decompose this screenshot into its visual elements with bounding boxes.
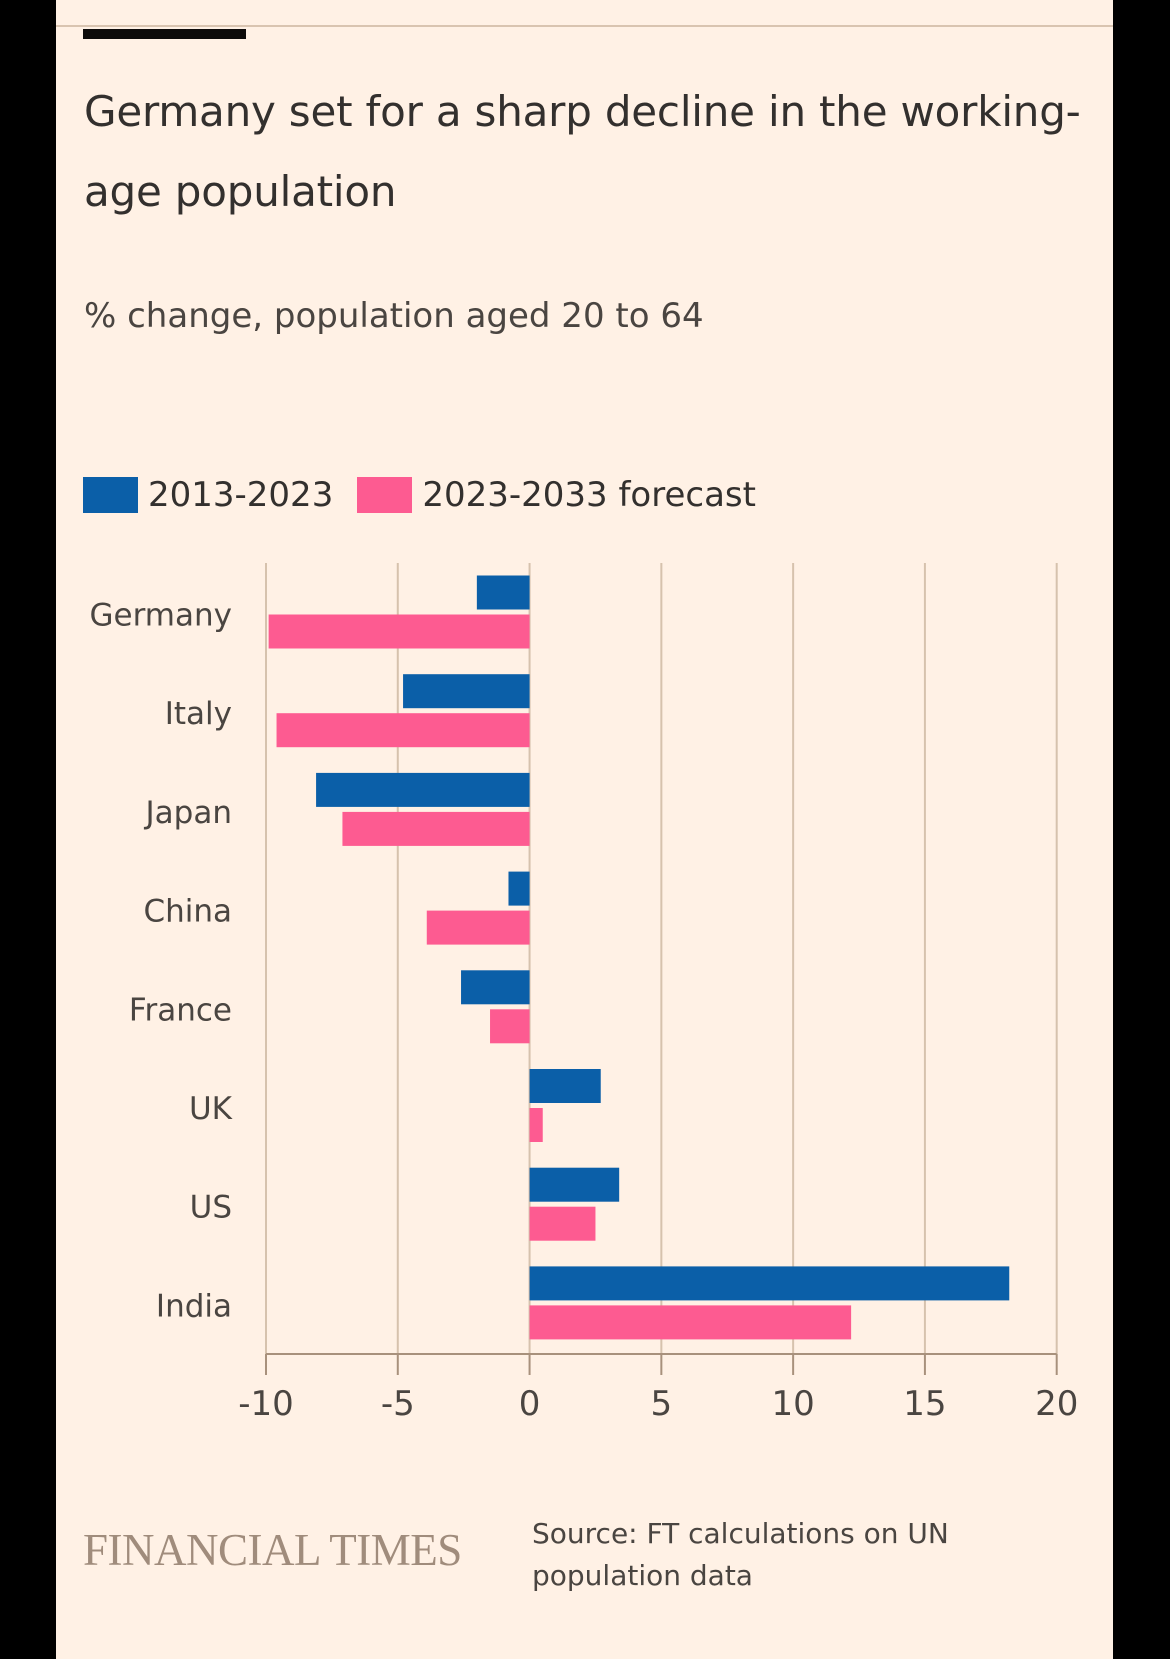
category-label: Japan xyxy=(144,795,232,831)
x-tick-label: 15 xyxy=(903,1384,946,1424)
bar-uk-2013-2023 xyxy=(529,1069,601,1103)
bar-india-2013-2023 xyxy=(529,1266,1010,1301)
category-label: France xyxy=(129,992,232,1028)
x-tick-label: 10 xyxy=(772,1384,815,1424)
x-tick-label: 20 xyxy=(1035,1384,1078,1424)
category-labels: Germany Italy Japan China France UK US India xyxy=(90,598,233,1325)
x-tick-label: 0 xyxy=(519,1384,541,1424)
top-rule xyxy=(56,25,1113,27)
x-tick-label: -10 xyxy=(238,1384,294,1424)
category-label: India xyxy=(156,1288,232,1324)
legend-item-forecast: 2023-2033 forecast xyxy=(357,475,756,515)
category-label: Italy xyxy=(165,696,232,732)
legend-swatch-pink xyxy=(357,477,413,513)
bar-us-2013-2023 xyxy=(529,1167,620,1202)
category-label: Germany xyxy=(90,598,232,634)
bar-india-forecast xyxy=(529,1305,852,1340)
legend-item-2013-2023: 2013-2023 xyxy=(83,475,333,515)
bar-china-forecast xyxy=(426,910,530,945)
chart-title: Germany set for a sharp decline in the w… xyxy=(84,87,1081,216)
bar-france-2013-2023 xyxy=(461,970,530,1005)
chart-subtitle: % change, population aged 20 to 64 xyxy=(84,296,704,336)
bar-japan-forecast xyxy=(342,811,530,846)
bar-germany-2013-2023 xyxy=(476,575,530,610)
chart-panel xyxy=(56,0,1113,1659)
x-tick-label: 5 xyxy=(651,1384,673,1424)
legend: 2013-2023 2023-2033 forecast xyxy=(83,470,780,520)
bar-france-forecast xyxy=(490,1009,530,1044)
legend-label: 2023-2033 forecast xyxy=(422,475,756,515)
legend-label: 2013-2023 xyxy=(148,475,334,515)
ft-accent-bar xyxy=(83,29,246,39)
legend-swatch-blue xyxy=(83,477,138,513)
bar-italy-forecast xyxy=(276,713,530,748)
source-note: Source: FT calculations on UN population… xyxy=(532,1517,949,1592)
x-tick-label: -5 xyxy=(381,1384,415,1424)
bars xyxy=(268,575,1010,1340)
bar-italy-2013-2023 xyxy=(403,674,530,709)
bar-japan-2013-2023 xyxy=(316,772,530,807)
gridlines xyxy=(265,563,1058,1354)
bar-china-2013-2023 xyxy=(508,871,530,906)
bar-uk-forecast xyxy=(529,1108,543,1142)
category-label: UK xyxy=(189,1091,233,1127)
category-label: China xyxy=(143,894,232,930)
bar-us-forecast xyxy=(529,1206,596,1241)
ft-logo: FINANCIAL TIMES xyxy=(83,1525,462,1575)
x-axis: -10 -5 0 5 10 15 20 xyxy=(238,1353,1078,1424)
category-label: US xyxy=(190,1190,232,1226)
bar-germany-forecast xyxy=(268,614,530,649)
